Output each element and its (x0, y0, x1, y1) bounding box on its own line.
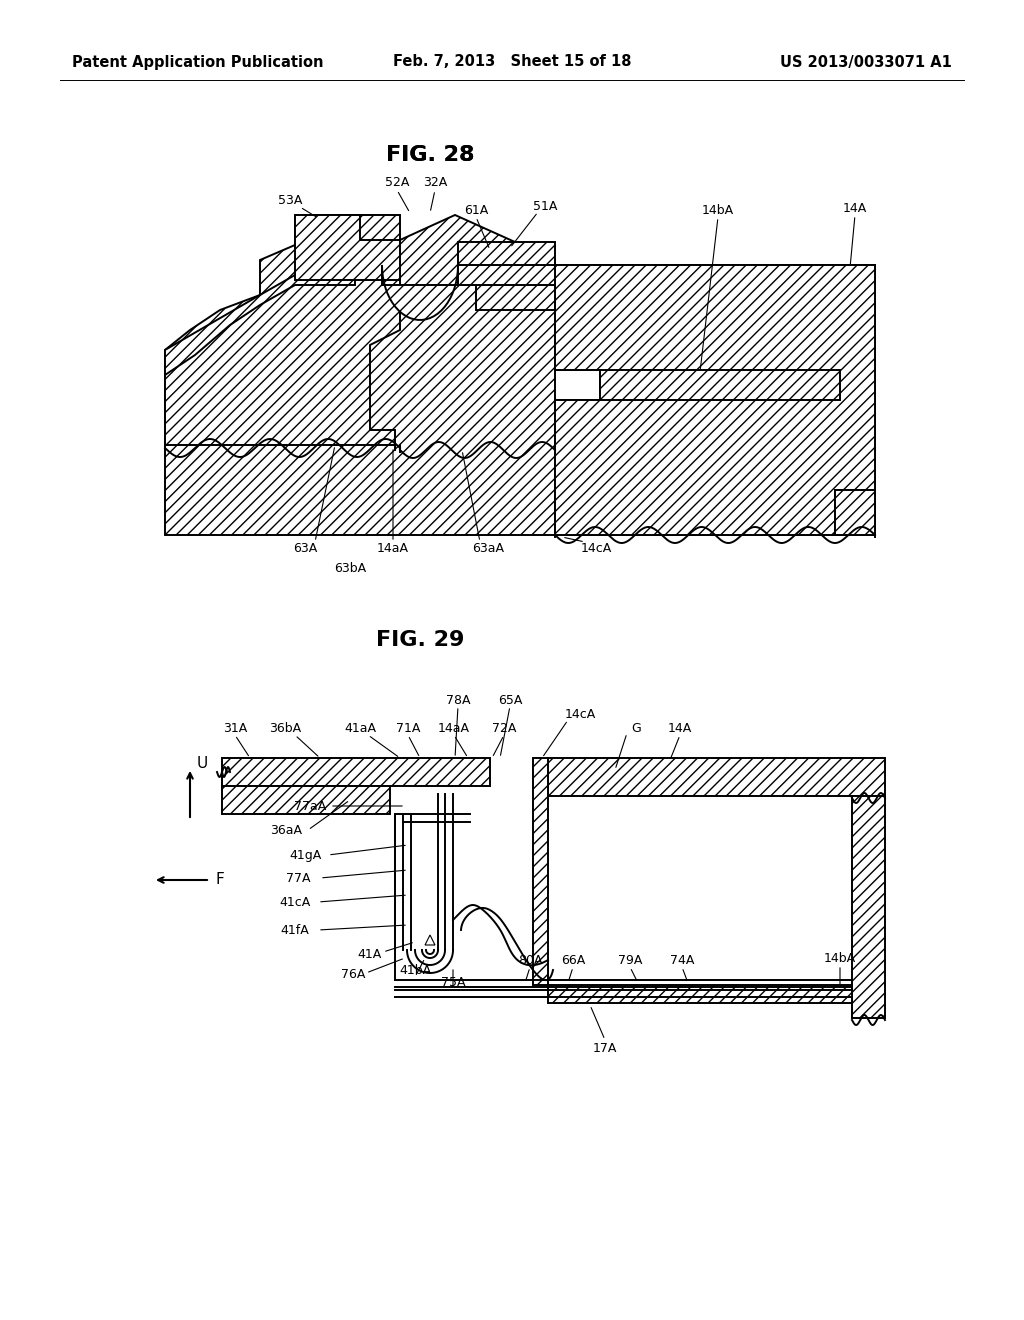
Text: 74A: 74A (670, 953, 694, 966)
Text: 80A: 80A (518, 953, 543, 966)
Polygon shape (165, 395, 255, 414)
Polygon shape (555, 265, 874, 535)
Text: 65A: 65A (498, 693, 522, 706)
Polygon shape (852, 796, 885, 1018)
Text: 31A: 31A (223, 722, 247, 734)
Text: 77A: 77A (286, 871, 310, 884)
Polygon shape (222, 785, 390, 814)
Text: 76A: 76A (341, 969, 366, 982)
Text: 41fA: 41fA (281, 924, 309, 936)
Text: U: U (197, 756, 208, 771)
Text: 52A: 52A (385, 177, 410, 190)
Polygon shape (458, 265, 555, 285)
Text: Feb. 7, 2013   Sheet 15 of 18: Feb. 7, 2013 Sheet 15 of 18 (393, 54, 631, 70)
Text: 14cA: 14cA (581, 541, 611, 554)
Polygon shape (458, 242, 555, 265)
Polygon shape (165, 275, 400, 445)
Text: 72A: 72A (492, 722, 516, 734)
Polygon shape (555, 271, 874, 535)
Text: US 2013/0033071 A1: US 2013/0033071 A1 (780, 54, 952, 70)
Polygon shape (534, 758, 548, 985)
Text: 78A: 78A (445, 693, 470, 706)
Text: 66A: 66A (561, 953, 585, 966)
Polygon shape (600, 370, 840, 400)
Text: FIG. 28: FIG. 28 (386, 145, 474, 165)
Text: 61A: 61A (464, 203, 488, 216)
Polygon shape (165, 215, 555, 535)
Text: 63bA: 63bA (334, 561, 366, 574)
Text: 77aA: 77aA (294, 800, 326, 813)
Text: FIG. 29: FIG. 29 (376, 630, 464, 649)
Text: G: G (631, 722, 641, 734)
Text: 14cA: 14cA (564, 709, 596, 722)
Text: 17A: 17A (593, 1041, 617, 1055)
Polygon shape (835, 490, 874, 535)
Text: 36aA: 36aA (270, 824, 302, 837)
Text: 36bA: 36bA (269, 722, 301, 734)
Text: 41cA: 41cA (280, 895, 310, 908)
Bar (0, 100, 1024, 680)
Text: 75A: 75A (440, 975, 465, 989)
Text: 14bA: 14bA (701, 203, 734, 216)
Text: 51A: 51A (532, 201, 557, 214)
Text: 41aA: 41aA (344, 722, 376, 734)
Text: 79A: 79A (617, 953, 642, 966)
Text: 41gA: 41gA (289, 849, 322, 862)
Polygon shape (555, 265, 874, 535)
Text: FIG. 28: FIG. 28 (386, 145, 474, 165)
Polygon shape (835, 490, 874, 535)
Polygon shape (548, 758, 885, 796)
Text: Patent Application Publication: Patent Application Publication (72, 54, 324, 70)
Text: 41A: 41A (357, 949, 382, 961)
Text: 14bA: 14bA (824, 952, 856, 965)
Text: 14aA: 14aA (438, 722, 470, 734)
Text: 32A: 32A (423, 177, 447, 190)
Text: 63A: 63A (293, 541, 317, 554)
Text: 14A: 14A (843, 202, 867, 214)
Text: 14aA: 14aA (377, 541, 409, 554)
Polygon shape (165, 215, 395, 445)
Polygon shape (165, 395, 260, 414)
Text: 53A: 53A (278, 194, 302, 206)
Text: 14A: 14A (668, 722, 692, 734)
Polygon shape (222, 758, 490, 785)
Text: 41bA: 41bA (399, 964, 431, 977)
Text: 71A: 71A (396, 722, 420, 734)
Polygon shape (382, 265, 555, 319)
Text: F: F (216, 873, 224, 887)
Polygon shape (548, 985, 852, 1003)
Polygon shape (295, 215, 400, 280)
Polygon shape (600, 370, 840, 400)
Text: 63aA: 63aA (472, 541, 504, 554)
